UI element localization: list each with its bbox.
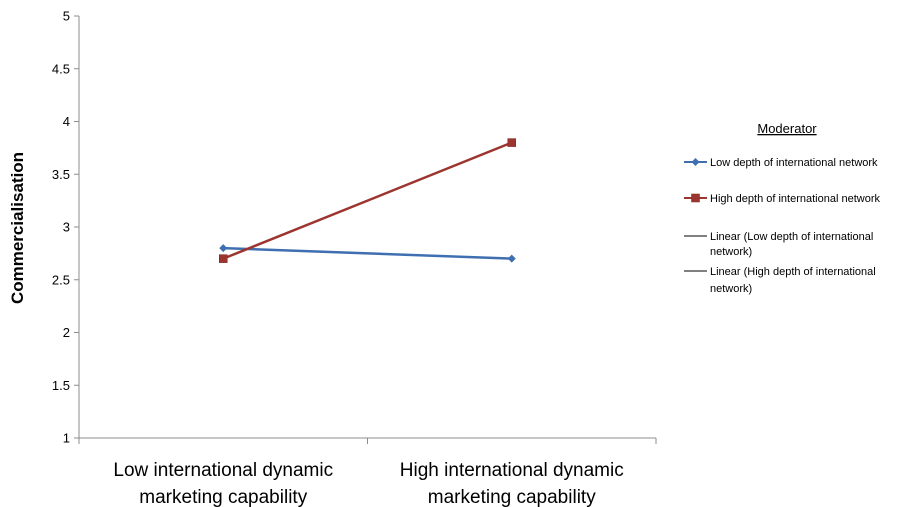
x-axis-categories: Low international dynamic marketing capab… bbox=[78, 438, 657, 507]
legend-trendline-label: Linear (High depth of international netwo… bbox=[710, 266, 876, 295]
legend-title: Moderator bbox=[757, 121, 817, 136]
series-square bbox=[219, 138, 516, 263]
axes bbox=[78, 16, 656, 439]
y-axis-ticks: 1 1.5 2 2.5 3 3.5 4 4.5 5 bbox=[52, 9, 79, 446]
y-tick-label: 3 bbox=[63, 220, 70, 235]
y-axis-label: Commercialisation bbox=[8, 152, 27, 304]
y-tick-label: 5 bbox=[63, 9, 70, 24]
legend-swatch-marker bbox=[691, 193, 700, 203]
data-point bbox=[507, 254, 516, 263]
series-diamond bbox=[219, 244, 516, 263]
series-line bbox=[223, 246, 512, 260]
x-category-label: High international dynamic marketing capa… bbox=[400, 460, 624, 507]
data-point bbox=[219, 254, 228, 263]
x-category-label: Low international dynamic marketing capab… bbox=[113, 460, 333, 507]
legend-trendline-label: Linear (Low depth of international networ… bbox=[710, 231, 873, 258]
y-tick-label: 4 bbox=[63, 114, 70, 129]
legend-entry-label: High depth of international network bbox=[710, 193, 880, 205]
y-tick-label: 1.5 bbox=[52, 378, 70, 393]
series-layer bbox=[219, 138, 516, 263]
y-tick-label: 4.5 bbox=[52, 61, 70, 76]
legend-swatch-marker bbox=[691, 158, 700, 166]
series-line bbox=[222, 141, 513, 260]
y-tick-label: 1 bbox=[63, 431, 70, 446]
y-tick-label: 2.5 bbox=[52, 272, 70, 287]
legend-entry-label: Low depth of international network bbox=[710, 157, 878, 169]
data-point bbox=[219, 244, 228, 253]
legend: Moderator Low depth of international net… bbox=[684, 121, 880, 295]
data-point bbox=[507, 138, 516, 147]
y-tick-label: 3.5 bbox=[52, 167, 70, 182]
y-tick-label: 2 bbox=[63, 325, 70, 340]
